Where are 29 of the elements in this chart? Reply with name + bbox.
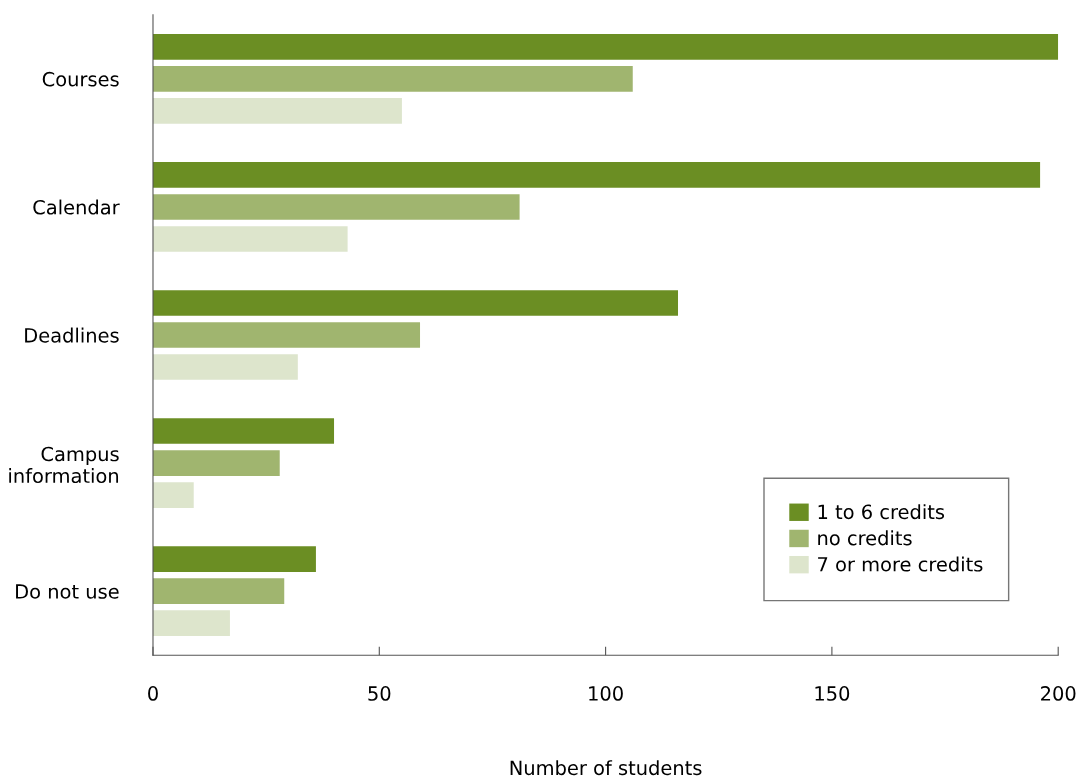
y-tick-label: Do not use	[16, 584, 119, 599]
y-tick-label: Campus information	[9, 446, 119, 484]
bar	[152, 290, 679, 316]
y-tick-label: Courses	[42, 71, 119, 87]
bar	[152, 194, 520, 220]
bar	[152, 450, 280, 476]
bar	[152, 226, 348, 252]
x-tick-label: 200	[1041, 686, 1076, 701]
bar	[152, 322, 421, 348]
bar	[152, 162, 1041, 188]
x-axis-title: Number of students	[510, 760, 702, 776]
bar	[152, 354, 298, 380]
y-tick-label: Calendar	[33, 199, 120, 215]
legend-label: no credits	[818, 530, 912, 546]
bar	[152, 98, 402, 124]
bar	[152, 578, 285, 604]
bar	[152, 418, 335, 444]
x-tick-label: 0	[148, 686, 158, 701]
legend-label: 7 or more credits	[818, 556, 983, 572]
bar	[152, 546, 316, 572]
legend-label: 1 to 6 credits	[818, 504, 945, 520]
y-tick-label: Deadlines	[25, 327, 119, 343]
x-tick-label: 150	[815, 686, 850, 701]
bar	[152, 66, 633, 92]
bar	[152, 482, 194, 508]
bar	[152, 34, 1059, 60]
x-tick-label: 50	[368, 686, 391, 701]
bar	[152, 610, 230, 636]
x-tick-label: 100	[589, 686, 623, 701]
